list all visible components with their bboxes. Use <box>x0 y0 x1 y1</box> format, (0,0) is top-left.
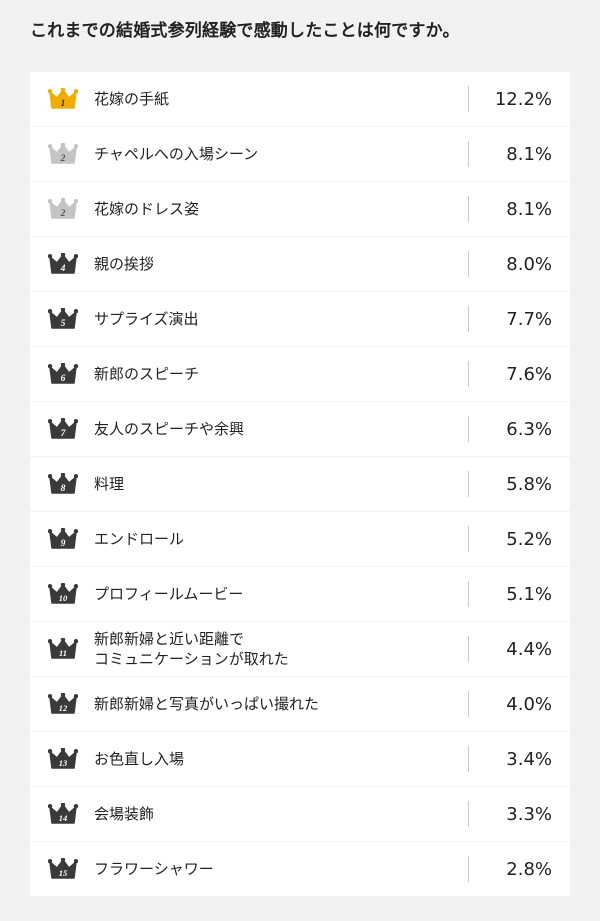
crown-icon: 1 <box>48 88 78 110</box>
row-divider <box>468 361 469 387</box>
row-label: 花嫁の手紙 <box>94 90 170 108</box>
rank-number: 2 <box>60 154 66 164</box>
ranking-row: 4 親の挨拶 8.0% <box>30 237 570 291</box>
ranking-row: 10 プロフィールムービー 5.1% <box>30 567 570 621</box>
row-divider <box>468 526 469 552</box>
row-label: 友人のスピーチや余興 <box>94 420 245 438</box>
row-divider <box>468 306 469 332</box>
crown-icon: 11 <box>48 638 78 660</box>
rank-number: 15 <box>59 868 68 878</box>
row-value: 8.1% <box>506 198 552 220</box>
row-value: 4.0% <box>506 693 552 715</box>
row-label: 新郎のスピーチ <box>94 365 200 383</box>
row-value: 12.2% <box>494 88 552 110</box>
crown-icon: 12 <box>48 693 78 715</box>
ranking-row: 2 花嫁のドレス姿 8.1% <box>30 182 570 236</box>
row-divider <box>468 196 469 222</box>
row-value: 6.3% <box>506 418 552 440</box>
row-divider <box>468 581 469 607</box>
rank-number: 2 <box>60 209 66 219</box>
row-divider <box>468 801 469 827</box>
ranking-list: 1 花嫁の手紙 12.2% 2 チャペルへの入場シーン 8.1% 2 花嫁のドレス姿 8.1% 4… <box>30 72 570 897</box>
row-label: フラワーシャワー <box>94 860 214 878</box>
row-label: 親の挨拶 <box>94 255 155 273</box>
crown-icon: 14 <box>48 803 78 825</box>
ranking-row: 9 エンドロール 5.2% <box>30 512 570 566</box>
row-label: 新郎新婦と写真がいっぱい撮れた <box>94 695 320 713</box>
row-label: 花嫁のドレス姿 <box>94 200 200 218</box>
row-divider <box>468 416 469 442</box>
rank-number: 1 <box>61 99 66 109</box>
row-label: 新郎新婦と近い距離で コミュニケーションが取れた <box>94 630 289 668</box>
crown-icon: 10 <box>48 583 78 605</box>
crown-icon: 13 <box>48 748 78 770</box>
row-divider <box>468 141 469 167</box>
ranking-row: 12 新郎新婦と写真がいっぱい撮れた 4.0% <box>30 677 570 731</box>
ranking-row: 6 新郎のスピーチ 7.6% <box>30 347 570 401</box>
row-divider <box>468 746 469 772</box>
row-value: 3.3% <box>506 803 552 825</box>
rank-number: 4 <box>60 264 66 274</box>
row-value: 7.6% <box>506 363 552 385</box>
ranking-row: 1 花嫁の手紙 12.2% <box>30 72 570 126</box>
ranking-row: 7 友人のスピーチや余興 6.3% <box>30 402 570 456</box>
row-value: 5.2% <box>506 528 552 550</box>
ranking-row: 15 フラワーシャワー 2.8% <box>30 842 570 896</box>
crown-icon: 7 <box>48 418 78 440</box>
crown-icon: 5 <box>48 308 78 330</box>
row-label: サプライズ演出 <box>94 310 199 328</box>
row-value: 2.8% <box>506 858 552 880</box>
row-value: 4.4% <box>506 638 552 660</box>
crown-icon: 6 <box>48 363 78 385</box>
row-label: 料理 <box>94 475 125 493</box>
ranking-row: 11 新郎新婦と近い距離で コミュニケーションが取れた 4.4% <box>30 622 570 676</box>
crown-icon: 2 <box>48 198 78 220</box>
rank-number: 12 <box>59 703 68 713</box>
row-label: チャペルへの入場シーン <box>94 145 259 163</box>
crown-icon: 9 <box>48 528 78 550</box>
row-label: エンドロール <box>94 530 185 548</box>
ranking-row: 8 料理 5.8% <box>30 457 570 511</box>
row-divider <box>468 251 469 277</box>
rank-number: 5 <box>61 319 66 329</box>
crown-icon: 15 <box>48 858 78 880</box>
ranking-row: 14 会場装飾 3.3% <box>30 787 570 841</box>
row-value: 8.1% <box>506 143 552 165</box>
row-divider <box>468 86 469 112</box>
row-label: お色直し入場 <box>94 750 185 768</box>
rank-number: 6 <box>61 374 66 384</box>
row-divider <box>468 636 469 662</box>
row-value: 8.0% <box>506 253 552 275</box>
rank-number: 9 <box>61 539 66 549</box>
ranking-row: 13 お色直し入場 3.4% <box>30 732 570 786</box>
rank-number: 10 <box>59 593 68 603</box>
crown-icon: 8 <box>48 473 78 495</box>
row-label: 会場装飾 <box>94 805 155 823</box>
ranking-row: 5 サプライズ演出 7.7% <box>30 292 570 346</box>
row-divider <box>468 471 469 497</box>
ranking-row: 2 チャペルへの入場シーン 8.1% <box>30 127 570 181</box>
crown-icon: 2 <box>48 143 78 165</box>
row-value: 5.1% <box>506 583 552 605</box>
row-divider <box>468 856 469 882</box>
rank-number: 11 <box>59 648 67 658</box>
rank-number: 13 <box>59 758 68 768</box>
crown-icon: 4 <box>48 253 78 275</box>
rank-number: 8 <box>61 484 66 494</box>
rank-number: 14 <box>59 813 68 823</box>
row-value: 3.4% <box>506 748 552 770</box>
row-value: 5.8% <box>506 473 552 495</box>
row-value: 7.7% <box>506 308 552 330</box>
row-label: プロフィールムービー <box>94 585 244 603</box>
rank-number: 7 <box>61 429 67 439</box>
row-divider <box>468 691 469 717</box>
chart-title: これまでの結婚式参列経験で感動したことは何ですか。 <box>30 21 460 41</box>
